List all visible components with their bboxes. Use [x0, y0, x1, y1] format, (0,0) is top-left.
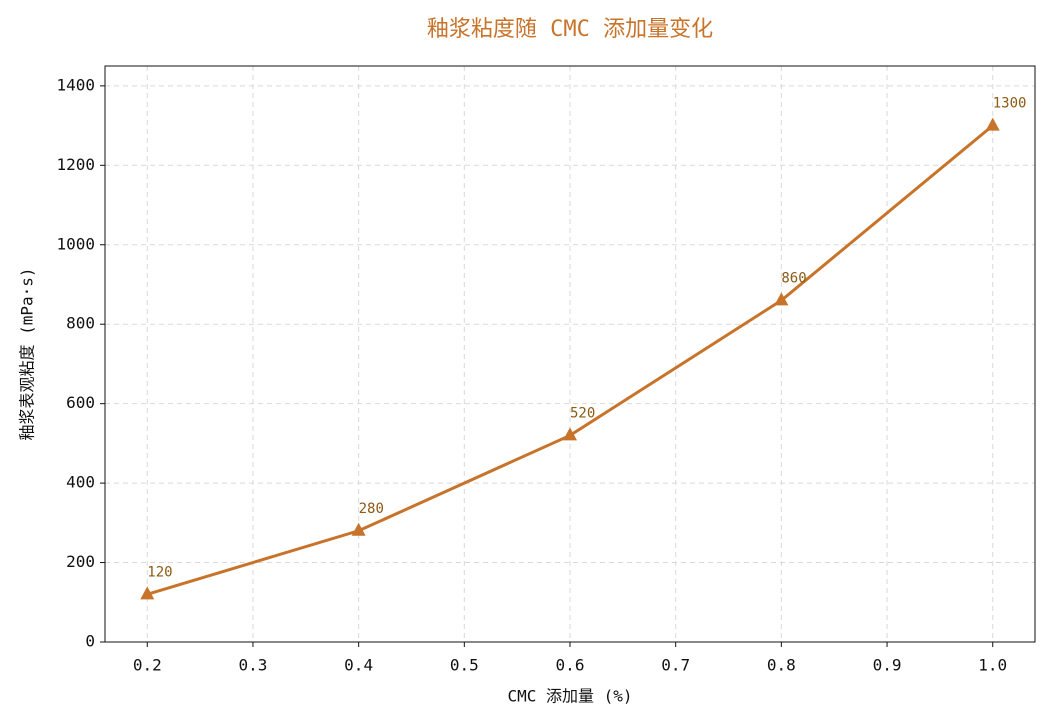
y-tick-label: 800	[66, 314, 95, 333]
x-tick-label: 0.4	[344, 656, 373, 675]
y-tick-label: 0	[85, 632, 95, 651]
x-tick-label: 0.9	[873, 656, 902, 675]
chart-title: 釉浆粘度随 CMC 添加量变化	[427, 17, 713, 42]
x-tick-label: 0.5	[450, 656, 479, 675]
y-axis-label: 釉浆表观粘度 (mPa·s)	[18, 267, 37, 440]
value-label: 1300	[993, 96, 1027, 112]
y-tick-label: 1200	[56, 155, 95, 174]
plot-frame	[104, 65, 1036, 643]
x-tick-label: 0.8	[767, 656, 796, 675]
marker	[985, 117, 1000, 131]
marker	[351, 522, 366, 536]
y-tick-label: 200	[66, 552, 95, 571]
value-label: 120	[147, 564, 172, 580]
value-label: 860	[781, 270, 806, 286]
y-tick-label: 400	[66, 473, 95, 492]
x-tick-label: 0.3	[239, 656, 268, 675]
value-label: 520	[570, 405, 595, 421]
y-tick-label: 1000	[56, 234, 95, 253]
value-label: 280	[359, 501, 384, 517]
marker	[774, 292, 789, 306]
x-tick-label: 0.7	[661, 656, 690, 675]
marker	[140, 586, 155, 600]
marker	[563, 427, 577, 441]
x-axis-label: CMC 添加量 (%)	[507, 687, 632, 706]
y-tick-label: 1400	[56, 75, 95, 94]
y-tick-label: 600	[66, 393, 95, 412]
x-tick-label: 0.2	[133, 656, 162, 675]
x-tick-label: 1.0	[978, 656, 1007, 675]
x-tick-label: 0.6	[556, 656, 585, 675]
